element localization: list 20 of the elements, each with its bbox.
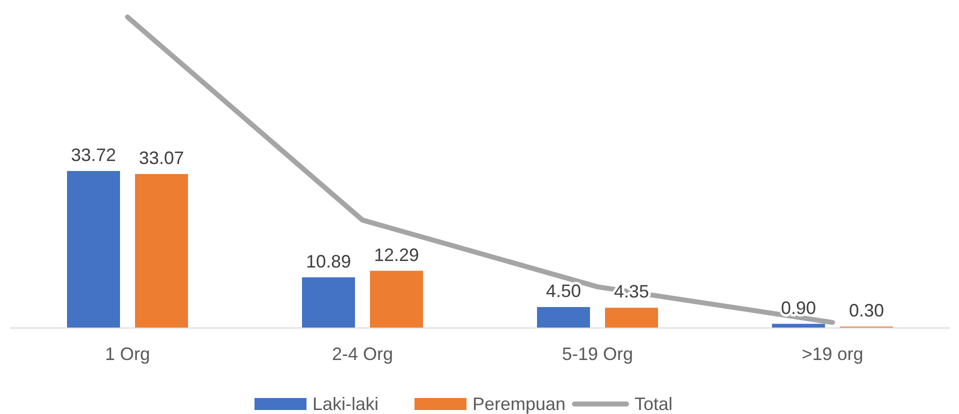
bar [370,270,423,328]
bar [302,277,355,328]
legend-label: Laki-laki [312,394,379,414]
x-tick-label: >19 org [802,344,864,364]
bar [605,308,658,328]
bar [67,170,120,328]
x-tick-label: 5-19 Org [562,344,634,364]
data-label: 4.50 [546,281,582,302]
data-label: 12.29 [374,244,420,265]
data-label: 0.90 [780,298,816,318]
x-tick-label: 2-4 Org [332,344,394,364]
data-label: 10.89 [306,251,352,272]
bar [135,174,188,328]
legend-label: Perempuan [472,394,566,414]
data-label: 33.72 [70,144,116,165]
data-label: 33.07 [138,148,184,168]
data-label: 0.30 [848,300,884,321]
legend-label: Total [634,394,673,414]
bar [537,307,590,328]
x-tick-label: 1 Org [104,344,150,364]
